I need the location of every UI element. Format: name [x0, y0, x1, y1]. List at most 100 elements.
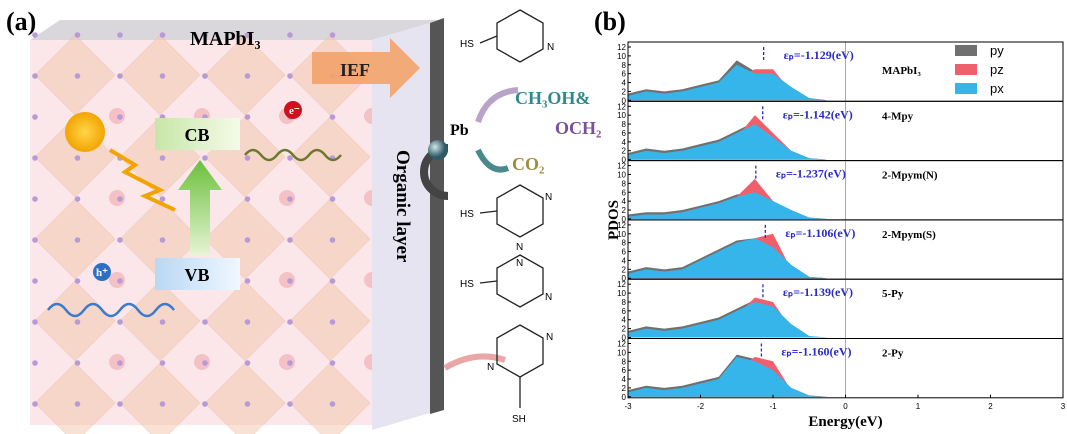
hole-label: h⁺ — [96, 267, 108, 279]
anion — [202, 360, 208, 366]
anion — [75, 73, 81, 79]
epsilon-label: εₚ=-1.237(eV) — [776, 167, 846, 181]
anion — [75, 360, 81, 366]
bond — [480, 36, 497, 43]
y-tick-label: 4 — [622, 316, 627, 325]
y-tick-label: 12 — [617, 162, 626, 171]
anion — [245, 278, 251, 284]
legend-label: pz — [990, 62, 1004, 77]
y-tick-label: 10 — [617, 230, 626, 239]
y-tick-label: 4 — [622, 256, 627, 265]
anion — [117, 32, 123, 38]
y-tick-label: 6 — [622, 366, 627, 375]
legend-swatch — [955, 45, 977, 56]
y-tick-label: 2 — [622, 147, 627, 156]
anion — [117, 114, 123, 120]
y-tick-label: 2 — [622, 265, 627, 274]
anion — [75, 319, 81, 325]
anion — [245, 237, 251, 243]
epsilon-label: εₚ=-1.160(eV) — [781, 345, 851, 359]
product-arrow — [478, 90, 518, 122]
anion — [32, 73, 38, 79]
anion — [287, 196, 293, 202]
y-tick-label: 2 — [622, 384, 627, 393]
molecule-ring — [497, 185, 543, 237]
y-tick-label: 4 — [622, 197, 627, 206]
y-tick-label: 0 — [622, 393, 627, 402]
material-label: MAPbI₃ — [190, 28, 260, 50]
bond — [480, 281, 497, 283]
n-label: N — [546, 332, 553, 343]
material-label: 2-Py — [882, 348, 904, 360]
anion — [202, 319, 208, 325]
bond — [480, 211, 497, 213]
adsorption-arrow — [445, 356, 505, 368]
anion — [32, 196, 38, 202]
y-tick-label: 12 — [617, 340, 626, 349]
anion — [287, 237, 293, 243]
anion — [117, 319, 123, 325]
n-label: N — [547, 42, 554, 53]
sh-label: HS — [460, 209, 474, 220]
x-tick-label: -3 — [624, 402, 632, 411]
y-tick-label: 6 — [622, 129, 627, 138]
anion — [75, 278, 81, 284]
material-label: 2-Mpym(N) — [882, 170, 938, 182]
legend-label: px — [990, 81, 1004, 96]
cb-label: CB — [184, 125, 209, 145]
anion — [32, 360, 38, 366]
figure: (a) MAPbI₃ IEF CB VB e⁻ h⁺ Organic layer… — [0, 0, 1067, 434]
y-tick-label: 6 — [622, 188, 627, 197]
anion — [287, 319, 293, 325]
y-tick-label: 10 — [617, 52, 626, 61]
anion — [75, 237, 81, 243]
anion — [32, 319, 38, 325]
y-tick-label: 6 — [622, 307, 627, 316]
anion — [245, 114, 251, 120]
y-tick-label: 8 — [622, 120, 627, 129]
epsilon-label: εₚ=-1.139(eV) — [783, 285, 853, 299]
y-tick-label: 10 — [617, 348, 626, 357]
legend-swatch — [955, 83, 977, 94]
anion — [160, 237, 166, 243]
anion — [160, 401, 166, 407]
epsilon-label: εₚ=-1.129(eV) — [784, 48, 854, 62]
x-tick-label: 1 — [916, 402, 921, 411]
anion — [245, 319, 251, 325]
panel-label: (b) — [594, 7, 626, 36]
anion — [330, 237, 336, 243]
anion — [32, 401, 38, 407]
anion — [160, 155, 166, 161]
n-label: N — [487, 362, 494, 373]
y-tick-label: 10 — [617, 170, 626, 179]
panel-label: (a) — [6, 7, 36, 36]
pb-label: Pb — [450, 122, 469, 139]
molecule-ring — [497, 325, 543, 377]
anion — [32, 278, 38, 284]
sh-label: HS — [460, 279, 474, 290]
y-tick-label: 8 — [622, 357, 627, 366]
pb-atom — [428, 140, 448, 160]
material-label: 4-Mpy — [882, 110, 914, 122]
anion — [287, 401, 293, 407]
y-tick-label: 4 — [622, 79, 627, 88]
anion — [32, 114, 38, 120]
y-tick-label: 12 — [617, 102, 626, 111]
material-label: 2-Mpym(S) — [882, 229, 936, 241]
anion — [75, 401, 81, 407]
anion — [117, 73, 123, 79]
anion — [160, 360, 166, 366]
y-tick-label: 8 — [622, 61, 627, 70]
anion — [75, 196, 81, 202]
y-tick-label: 4 — [622, 138, 627, 147]
y-tick-label: 8 — [622, 179, 627, 188]
y-tick-label: 2 — [622, 87, 627, 96]
anion — [117, 360, 123, 366]
anion — [117, 401, 123, 407]
y-tick-label: 10 — [617, 289, 626, 298]
anion — [160, 73, 166, 79]
anion — [117, 196, 123, 202]
sh-label: SH — [512, 414, 526, 425]
anion — [245, 196, 251, 202]
molecules — [480, 10, 543, 408]
